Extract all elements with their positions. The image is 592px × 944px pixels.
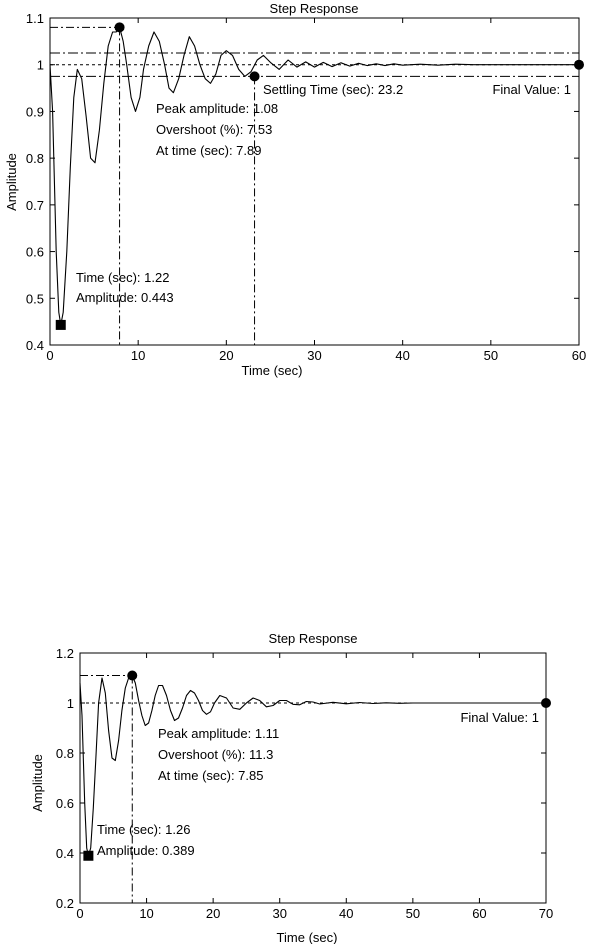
chart-2-peak-time-annotation: At time (sec): 7.85: [158, 768, 263, 783]
chart-2-final-value-annotation: Final Value: 1: [460, 710, 539, 725]
chart-1-point-marker: [249, 71, 260, 82]
chart-1-y-tick-label: 0.4: [26, 338, 44, 353]
chart-1-min-amplitude-annotation: Amplitude: 0.443: [76, 290, 174, 305]
chart-1-peak-amplitude-annotation: Peak amplitude: 1.08: [156, 101, 278, 116]
chart-1-x-tick-label: 0: [46, 348, 53, 363]
chart-2-x-tick-label: 60: [472, 906, 486, 921]
chart-2-min-marker: [83, 850, 94, 861]
chart-2-x-tick-label: 30: [272, 906, 286, 921]
chart-1-x-tick-label: 20: [219, 348, 233, 363]
chart-1-x-tick-label: 30: [307, 348, 321, 363]
chart-2-plot-area: [79, 652, 547, 904]
chart-2-x-tick-label: 40: [339, 906, 353, 921]
chart-1-y-tick-label: 1: [37, 58, 44, 73]
chart-2-title: Step Response: [269, 631, 358, 646]
chart-2-x-axis: 0 10 20 30 40 50 60 70: [76, 653, 553, 921]
chart-1-y-tick-label: 1.1: [26, 11, 44, 26]
chart-1-y-label: Amplitude: [4, 153, 19, 211]
chart-2-y-tick-label: 0.4: [56, 846, 74, 861]
chart-2-min-amplitude-annotation: Amplitude: 0.389: [97, 843, 195, 858]
chart-1-settling-time-annotation: Settling Time (sec): 23.2: [263, 82, 403, 97]
chart-1-response-line: [49, 26, 579, 326]
chart-1-peak-time-annotation: At time (sec): 7.89: [156, 143, 261, 158]
chart-2-y-tick-label: 0.2: [56, 896, 74, 911]
chart-1-min-time-annotation: Time (sec): 1.22: [76, 270, 169, 285]
chart-2-x-tick-label: 70: [539, 906, 553, 921]
chart-1-markers: [55, 22, 584, 330]
chart-1-title: Step Response: [270, 1, 359, 16]
chart-1-x-tick-label: 60: [572, 348, 586, 363]
chart-2-y-tick-label: 0.6: [56, 796, 74, 811]
chart-2-y-tick-label: 1.2: [56, 646, 74, 661]
chart-1-y-tick-label: 0.6: [26, 245, 44, 260]
chart-2-min-time-annotation: Time (sec): 1.26: [97, 822, 190, 837]
chart-1-y-tick-label: 0.7: [26, 198, 44, 213]
chart-1-x-label: Time (sec): [242, 363, 303, 378]
chart-2-y-tick-label: 0.8: [56, 746, 74, 761]
chart-1-x-tick-label: 50: [484, 348, 498, 363]
chart-2-x-tick-label: 50: [406, 906, 420, 921]
chart-2-x-label: Time (sec): [277, 930, 338, 944]
chart-1-min-marker: [55, 319, 66, 330]
chart-1-x-axis: 0 10 20 30 40 50 60: [46, 18, 586, 363]
chart-2-y-tick-label: 1: [67, 696, 74, 711]
chart-2-point-marker: [127, 670, 138, 681]
chart-2-peak-amplitude-annotation: Peak amplitude: 1.11: [158, 726, 279, 741]
chart-1: Step Response 0 10 20 30 40 50 60 0.4 0.5 0.6 0.7…: [4, 1, 586, 378]
chart-2-overshoot-annotation: Overshoot (%): 11.3: [158, 747, 273, 762]
chart-2-response-line: [79, 674, 546, 857]
chart-1-y-tick-label: 0.5: [26, 291, 44, 306]
chart-2-point-marker: [541, 698, 551, 708]
chart-2-y-axis: 0.2 0.4 0.6 0.8 1 1.2: [56, 646, 546, 911]
chart-1-overshoot-annotation: Overshoot (%): 7.53: [156, 122, 272, 137]
chart-2-x-tick-label: 20: [206, 906, 220, 921]
chart-1-plot-area: [49, 17, 580, 346]
chart-1-y-tick-label: 0.8: [26, 151, 44, 166]
chart-1-x-tick-label: 10: [131, 348, 145, 363]
chart-2-y-label: Amplitude: [30, 754, 45, 812]
chart-2-x-tick-label: 10: [139, 906, 153, 921]
chart-2-markers: [83, 670, 551, 861]
chart-1-y-tick-label: 0.9: [26, 104, 44, 119]
chart-1-point-marker: [574, 59, 584, 70]
chart-1-x-tick-label: 40: [395, 348, 409, 363]
chart-1-point-marker: [114, 22, 125, 33]
chart-2: Step Response 0 10 20 30 40 50 60 70 0.20.40.60…: [30, 631, 553, 944]
chart-2-guide-lines: [80, 675, 546, 903]
chart-2-x-tick-label: 0: [76, 906, 83, 921]
chart-2-series: [79, 674, 546, 857]
chart-1-series: [49, 26, 579, 326]
chart-1-y-axis: 0.4 0.5 0.6 0.7 0.8 0.9 1 1.1: [26, 11, 579, 353]
chart-1-final-value-annotation: Final Value: 1: [492, 82, 571, 97]
